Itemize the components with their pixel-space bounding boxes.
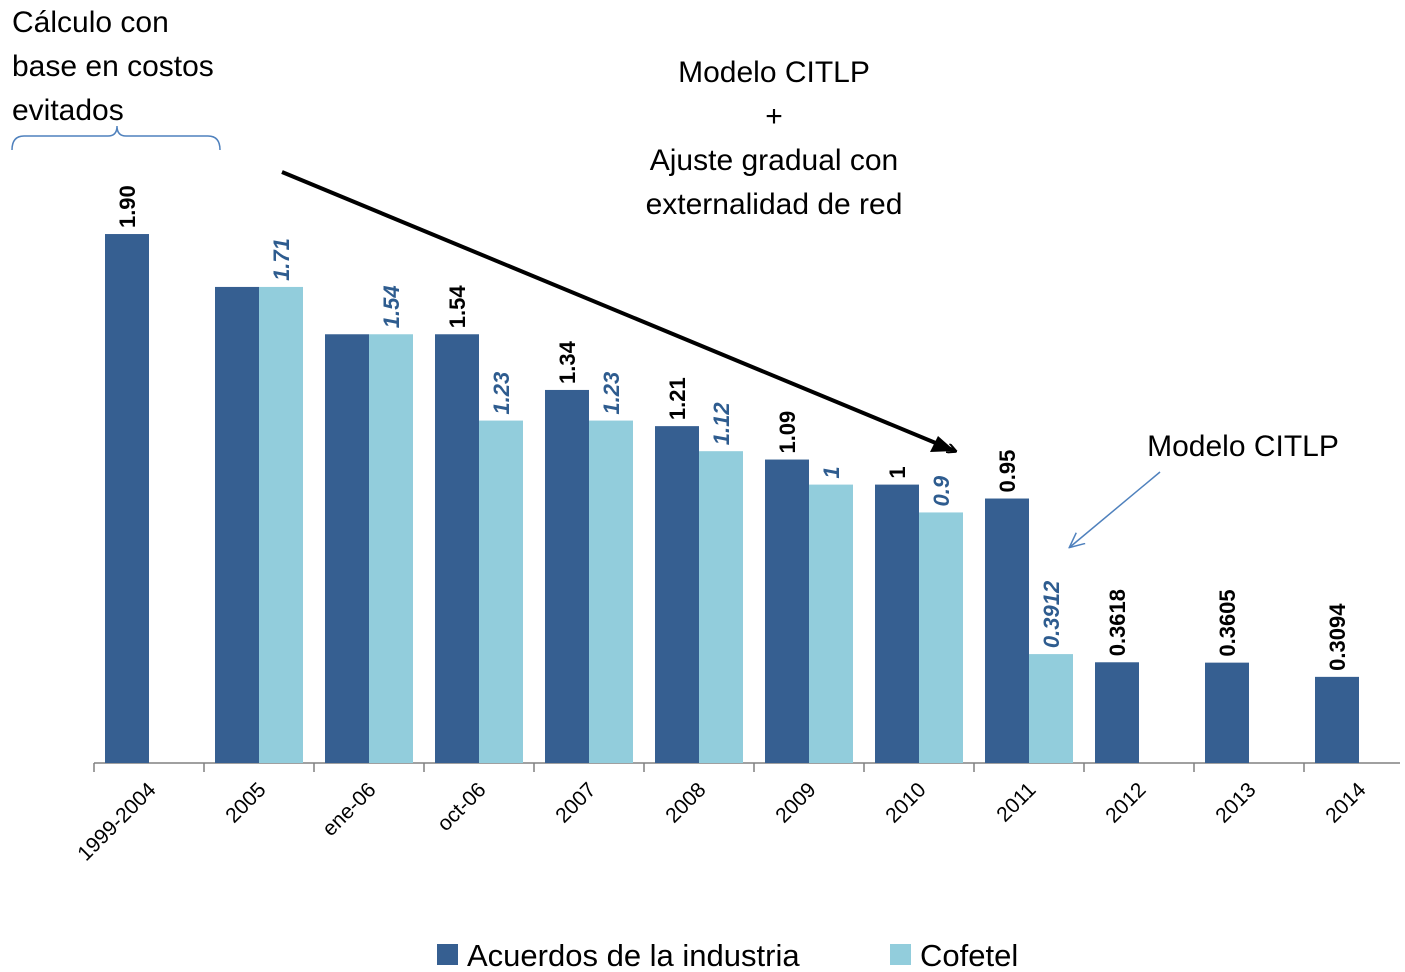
x-tick-label: 2007 [551,778,600,827]
annotation: Ajuste gradual con [650,144,899,177]
data-label: 1.21 [665,377,690,420]
annotation: externalidad de red [646,188,903,221]
bar [325,334,369,763]
data-label: 0.3618 [1105,589,1130,656]
bar [1315,676,1359,763]
bar [1205,662,1249,763]
data-label: 0.95 [995,450,1020,493]
trend-arrow [281,170,955,451]
x-tick-label: ene-06 [318,778,381,841]
bar [259,286,303,763]
x-tick-label: 2008 [661,778,710,827]
data-label: 1.23 [489,372,514,415]
data-label: 1.90 [115,185,140,228]
annotation: evitados [12,94,124,127]
annotation: + [765,100,783,133]
x-tick-label: 1999-2004 [73,778,161,866]
data-label: 0.3912 [1039,580,1064,648]
data-label: 1.54 [445,285,470,329]
bar [1029,654,1073,763]
data-label: 1 [885,466,910,478]
bar [369,334,413,763]
annotation: Modelo CITLP [1147,430,1339,463]
callout-arrow [1070,471,1161,547]
bar [435,334,479,763]
data-label: 1 [819,466,844,478]
annotation: base en costos [12,50,214,83]
x-tick-label: 2013 [1211,778,1260,827]
bar [655,426,699,763]
bar [875,484,919,763]
data-label: 1.54 [379,285,404,328]
legend-label: Acuerdos de la industria [467,938,800,972]
bar [105,234,149,764]
legend-label: Cofetel [920,938,1018,972]
bar [809,484,853,763]
data-label: 1.09 [775,411,800,454]
bar [765,459,809,763]
brace [11,125,221,151]
bar [1095,662,1139,763]
x-tick-label: 2014 [1321,778,1371,828]
x-tick-label: oct-06 [433,778,491,836]
bar [699,451,743,763]
data-label: 1.12 [709,402,734,446]
data-label: 1.34 [555,340,580,384]
data-label: 0.3605 [1215,589,1240,656]
x-tick-label: 2010 [881,778,930,827]
x-tick-label: 2012 [1101,778,1150,827]
bar [479,420,523,763]
arrow-head [930,436,955,452]
x-tick-label: 2009 [771,778,820,827]
bar [545,389,589,763]
bar [919,512,963,763]
annotation: Cálculo con [12,6,169,39]
data-label: 1.71 [269,238,294,281]
x-tick-label: 2011 [992,778,1040,826]
data-label: 1.23 [599,372,624,415]
bar [215,286,259,763]
annotation: Modelo CITLP [678,56,870,89]
legend-swatch [890,944,911,965]
bar [985,498,1029,763]
data-label: 0.9 [929,475,954,506]
x-tick-label: 2005 [221,778,270,827]
data-label: 0.3094 [1325,603,1350,671]
bar [589,420,633,763]
legend-swatch [437,944,458,965]
